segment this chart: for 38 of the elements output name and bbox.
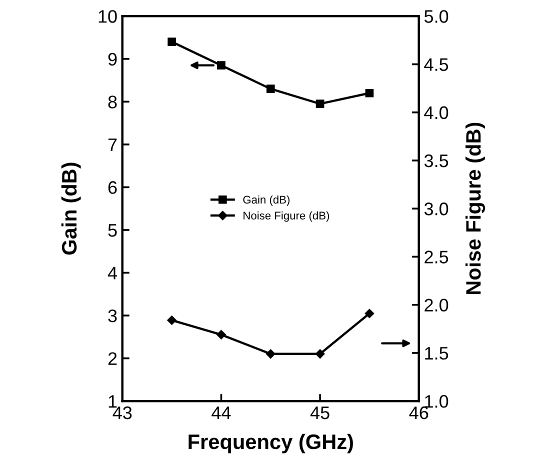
y2-tick-label: 5.0: [424, 10, 448, 23]
legend-label: Noise Figure (dB): [244, 211, 330, 222]
y2-tick-label: 2.5: [424, 250, 448, 264]
point: [266, 84, 275, 94]
x-tick-label: 45: [310, 406, 330, 420]
x-tick-label: 46: [409, 406, 428, 420]
y-axis-title: Gain (dB): [61, 162, 81, 255]
x-axis-title: Frequency (GHz): [188, 434, 353, 454]
y2-tick-label: 4.5: [424, 58, 448, 71]
y-tick-label: 6: [108, 181, 117, 194]
point: [216, 330, 226, 340]
y-tick-label: 4: [108, 266, 118, 280]
x-tick-label: 44: [212, 406, 231, 420]
legend-label: Gain (dB): [243, 195, 290, 206]
y-tick-label: 10: [98, 10, 117, 23]
y-tick-label: 1: [108, 395, 117, 408]
y2-tick-label: 1.5: [425, 347, 448, 360]
y2-tick-label: 3.5: [424, 154, 448, 168]
y-tick-label: 5: [108, 224, 117, 237]
y-tick-label: 3: [108, 309, 117, 322]
y2-axis-title: Noise Figure (dB): [466, 122, 486, 294]
point: [365, 88, 374, 98]
y-tick-label: 7: [108, 138, 117, 151]
point: [364, 308, 374, 318]
y-tick-label: 8: [108, 96, 117, 108]
y2-tick-label: 4.0: [424, 106, 448, 120]
point: [167, 316, 176, 325]
y2-tick-label: 3.0: [424, 202, 448, 216]
point: [315, 349, 325, 359]
x-tick-label: 43: [112, 406, 132, 420]
y-tick-label: 9: [108, 52, 117, 66]
y-tick-label: 2: [108, 352, 117, 365]
y2-tick-label: 1.0: [425, 395, 448, 408]
point: [266, 349, 276, 359]
point: [217, 61, 226, 70]
y2-tick-label: 2.0: [424, 298, 448, 312]
point: [168, 38, 176, 46]
point: [316, 100, 324, 108]
